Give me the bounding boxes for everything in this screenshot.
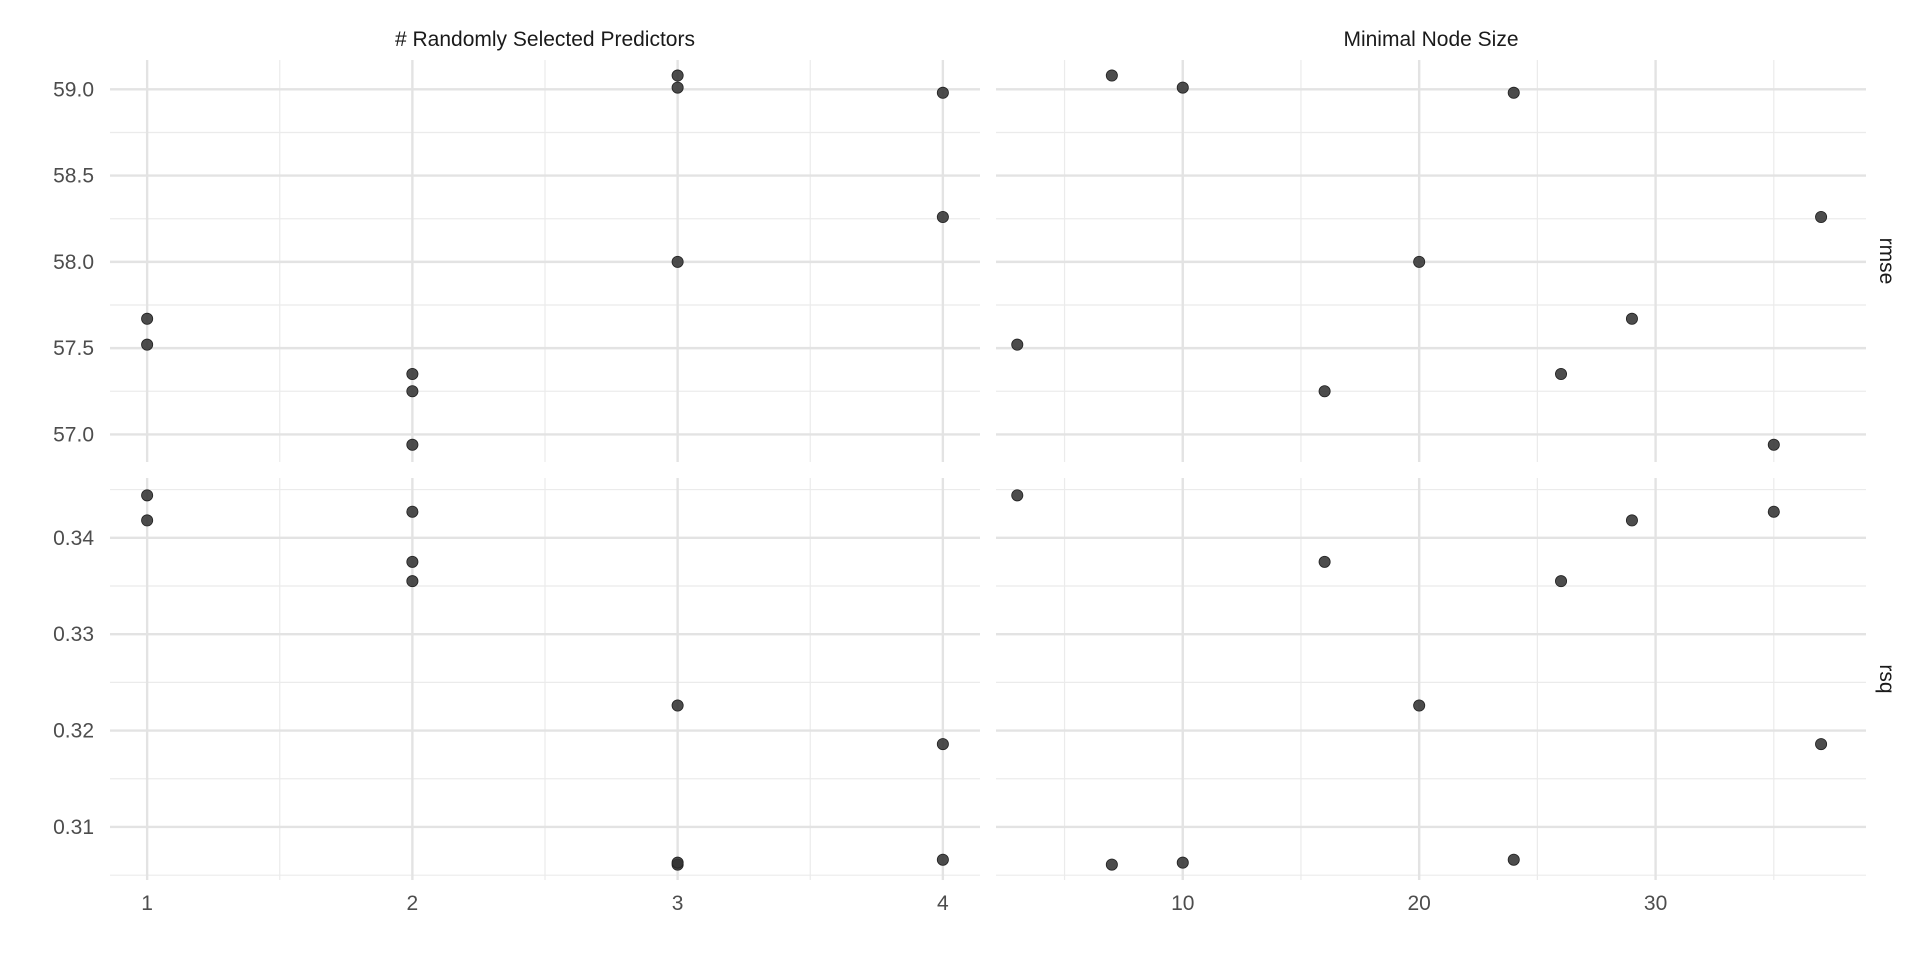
y-tick-label-rmse-1: 57.5 [53, 337, 94, 360]
point-rsq-min_n-5 [1625, 514, 1638, 527]
point-rmse-mtry-9 [406, 438, 419, 451]
point-rmse-min_n-4 [1413, 255, 1426, 268]
y-tick-label-rmse-3: 58.5 [53, 165, 94, 188]
point-rsq-mtry-8 [406, 555, 419, 568]
grid-layer [110, 60, 1866, 880]
x-tick-label-min_n-1: 20 [1407, 892, 1430, 915]
y-tick-label-rsq-0: 0.31 [53, 816, 94, 839]
point-rmse-mtry-4 [671, 255, 684, 268]
point-rmse-min_n-8 [1318, 385, 1331, 398]
x-tick-label-mtry-1: 2 [407, 892, 419, 915]
point-rsq-min_n-8 [1318, 555, 1331, 568]
point-rmse-mtry-6 [141, 338, 154, 351]
point-rsq-min_n-6 [1011, 489, 1024, 502]
point-rsq-mtry-1 [671, 856, 684, 869]
point-rsq-mtry-3 [936, 738, 949, 751]
y-tick-label-rsq-3: 0.34 [53, 527, 94, 550]
strip-title-min_n: Minimal Node Size [1343, 28, 1518, 51]
point-rsq-mtry-6 [141, 489, 154, 502]
strip-title-mtry: # Randomly Selected Predictors [395, 28, 695, 51]
point-rmse-mtry-2 [936, 86, 949, 99]
point-rmse-min_n-3 [1815, 211, 1828, 224]
point-rmse-min_n-6 [1011, 338, 1024, 351]
point-rmse-min_n-7 [1555, 368, 1568, 381]
point-rsq-min_n-1 [1176, 856, 1189, 869]
point-rsq-mtry-9 [406, 505, 419, 518]
point-rmse-min_n-5 [1625, 312, 1638, 325]
point-layer [141, 69, 1828, 871]
point-rsq-min_n-9 [1767, 505, 1780, 518]
point-rsq-min_n-2 [1507, 853, 1520, 866]
x-tick-label-min_n-0: 10 [1171, 892, 1194, 915]
point-rmse-min_n-9 [1767, 438, 1780, 451]
point-rmse-min_n-2 [1507, 86, 1520, 99]
point-rmse-mtry-8 [406, 385, 419, 398]
y-tick-label-rsq-1: 0.32 [53, 720, 94, 743]
x-tick-label-mtry-2: 3 [672, 892, 684, 915]
strip-title-rsq: rsq [1875, 664, 1898, 693]
point-rmse-mtry-5 [141, 312, 154, 325]
point-rsq-mtry-4 [671, 699, 684, 712]
x-tick-label-mtry-0: 1 [141, 892, 153, 915]
x-tick-label-min_n-2: 30 [1644, 892, 1667, 915]
point-rsq-min_n-7 [1555, 575, 1568, 588]
point-rmse-mtry-7 [406, 368, 419, 381]
label-layer: # Randomly Selected Predictors Minimal No… [53, 28, 1898, 915]
point-rmse-min_n-0 [1105, 69, 1118, 82]
y-tick-label-rmse-0: 57.0 [53, 423, 94, 446]
strip-title-rmse: rmse [1875, 238, 1898, 285]
x-tick-label-mtry-3: 4 [937, 892, 949, 915]
point-rmse-mtry-0 [671, 69, 684, 82]
point-rmse-mtry-3 [936, 211, 949, 224]
point-rsq-mtry-2 [936, 853, 949, 866]
point-rmse-mtry-1 [671, 81, 684, 94]
point-rmse-min_n-1 [1176, 81, 1189, 94]
point-rsq-mtry-5 [141, 514, 154, 527]
y-tick-label-rmse-4: 59.0 [53, 78, 94, 101]
y-tick-label-rmse-2: 58.0 [53, 251, 94, 274]
point-rsq-min_n-0 [1105, 858, 1118, 871]
point-rsq-min_n-3 [1815, 738, 1828, 751]
point-rsq-mtry-7 [406, 575, 419, 588]
point-rsq-min_n-4 [1413, 699, 1426, 712]
y-tick-label-rsq-2: 0.33 [53, 623, 94, 646]
